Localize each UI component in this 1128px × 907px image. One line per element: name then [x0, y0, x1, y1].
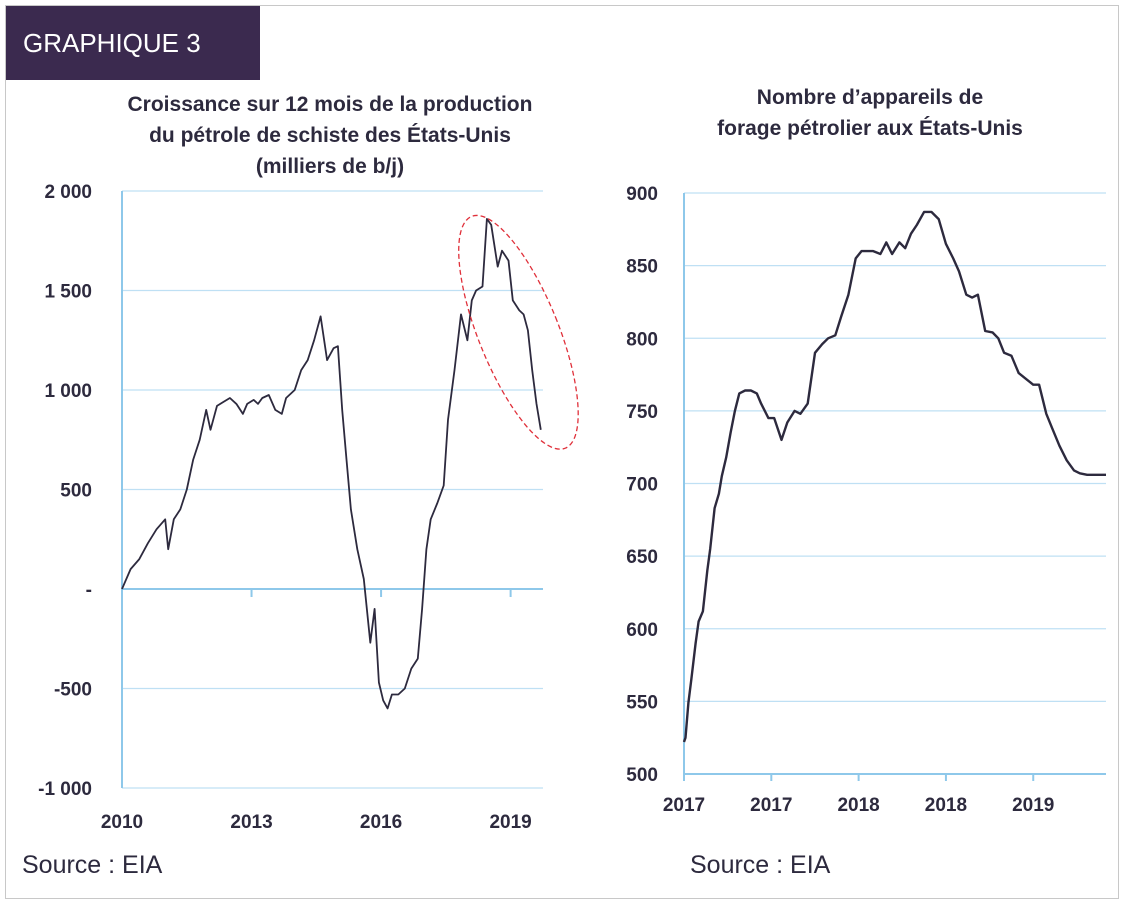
y-tick-label-4: 700	[626, 475, 658, 496]
x-tick-label-0: 2017	[663, 795, 705, 816]
right-title-line-1: Nombre d’appareils de	[756, 86, 984, 109]
y-tick-label-2: 1 000	[44, 381, 92, 402]
x-tick-label-4: 2019	[1012, 795, 1054, 816]
left-title-line-1: Croissance sur 12 mois de la production	[127, 93, 533, 116]
graphique-badge: GRAPHIQUE 3	[6, 6, 260, 80]
figure-frame	[5, 5, 1119, 899]
y-tick-label-8: 500	[626, 765, 658, 786]
y-tick-label-4: -	[86, 580, 92, 601]
x-tick-label-1: 2013	[230, 812, 272, 833]
y-tick-label-1: 1 500	[44, 282, 92, 303]
left-source-note: Source : EIA	[22, 851, 163, 879]
y-tick-label-3: 500	[60, 481, 92, 502]
left-title-line-3: (milliers de b/j)	[255, 155, 405, 178]
y-tick-label-0: 900	[626, 184, 658, 205]
highlight-ellipse	[458, 214, 579, 450]
y-tick-label-5: 650	[626, 547, 658, 568]
y-tick-label-6: -1 000	[38, 779, 92, 800]
x-tick-label-2: 2018	[837, 795, 879, 816]
left-chart-title: Croissance sur 12 mois de la production …	[40, 89, 620, 182]
y-tick-label-0: 2 000	[44, 182, 92, 203]
right-chart-title: Nombre d’appareils de forage pétrolier a…	[625, 82, 1115, 144]
x-tick-label-3: 2018	[925, 795, 967, 816]
x-tick-label-0: 2010	[101, 812, 143, 833]
y-tick-label-6: 600	[626, 620, 658, 641]
graphique-badge-label: GRAPHIQUE 3	[23, 27, 201, 58]
left-title-line-2: du pétrole de schiste des États-Unis	[149, 124, 511, 147]
right-title-line-2: forage pétrolier aux États-Unis	[717, 117, 1023, 140]
x-tick-label-2: 2016	[360, 812, 402, 833]
series-line-0	[121, 217, 542, 710]
x-tick-label-1: 2017	[750, 795, 792, 816]
y-tick-label-7: 550	[626, 692, 658, 713]
x-tick-label-3: 2019	[489, 812, 531, 833]
y-tick-label-1: 850	[626, 257, 658, 278]
right-source-note: Source : EIA	[690, 851, 831, 879]
y-tick-label-3: 750	[626, 402, 658, 423]
left-chart-shale-growth: 2 000 1 500 1 000 500 - -500 -1 000 2010 2013 201…	[38, 182, 579, 833]
y-tick-label-2: 800	[626, 329, 658, 350]
series-line-0	[682, 210, 1106, 743]
y-tick-label-5: -500	[54, 680, 92, 701]
